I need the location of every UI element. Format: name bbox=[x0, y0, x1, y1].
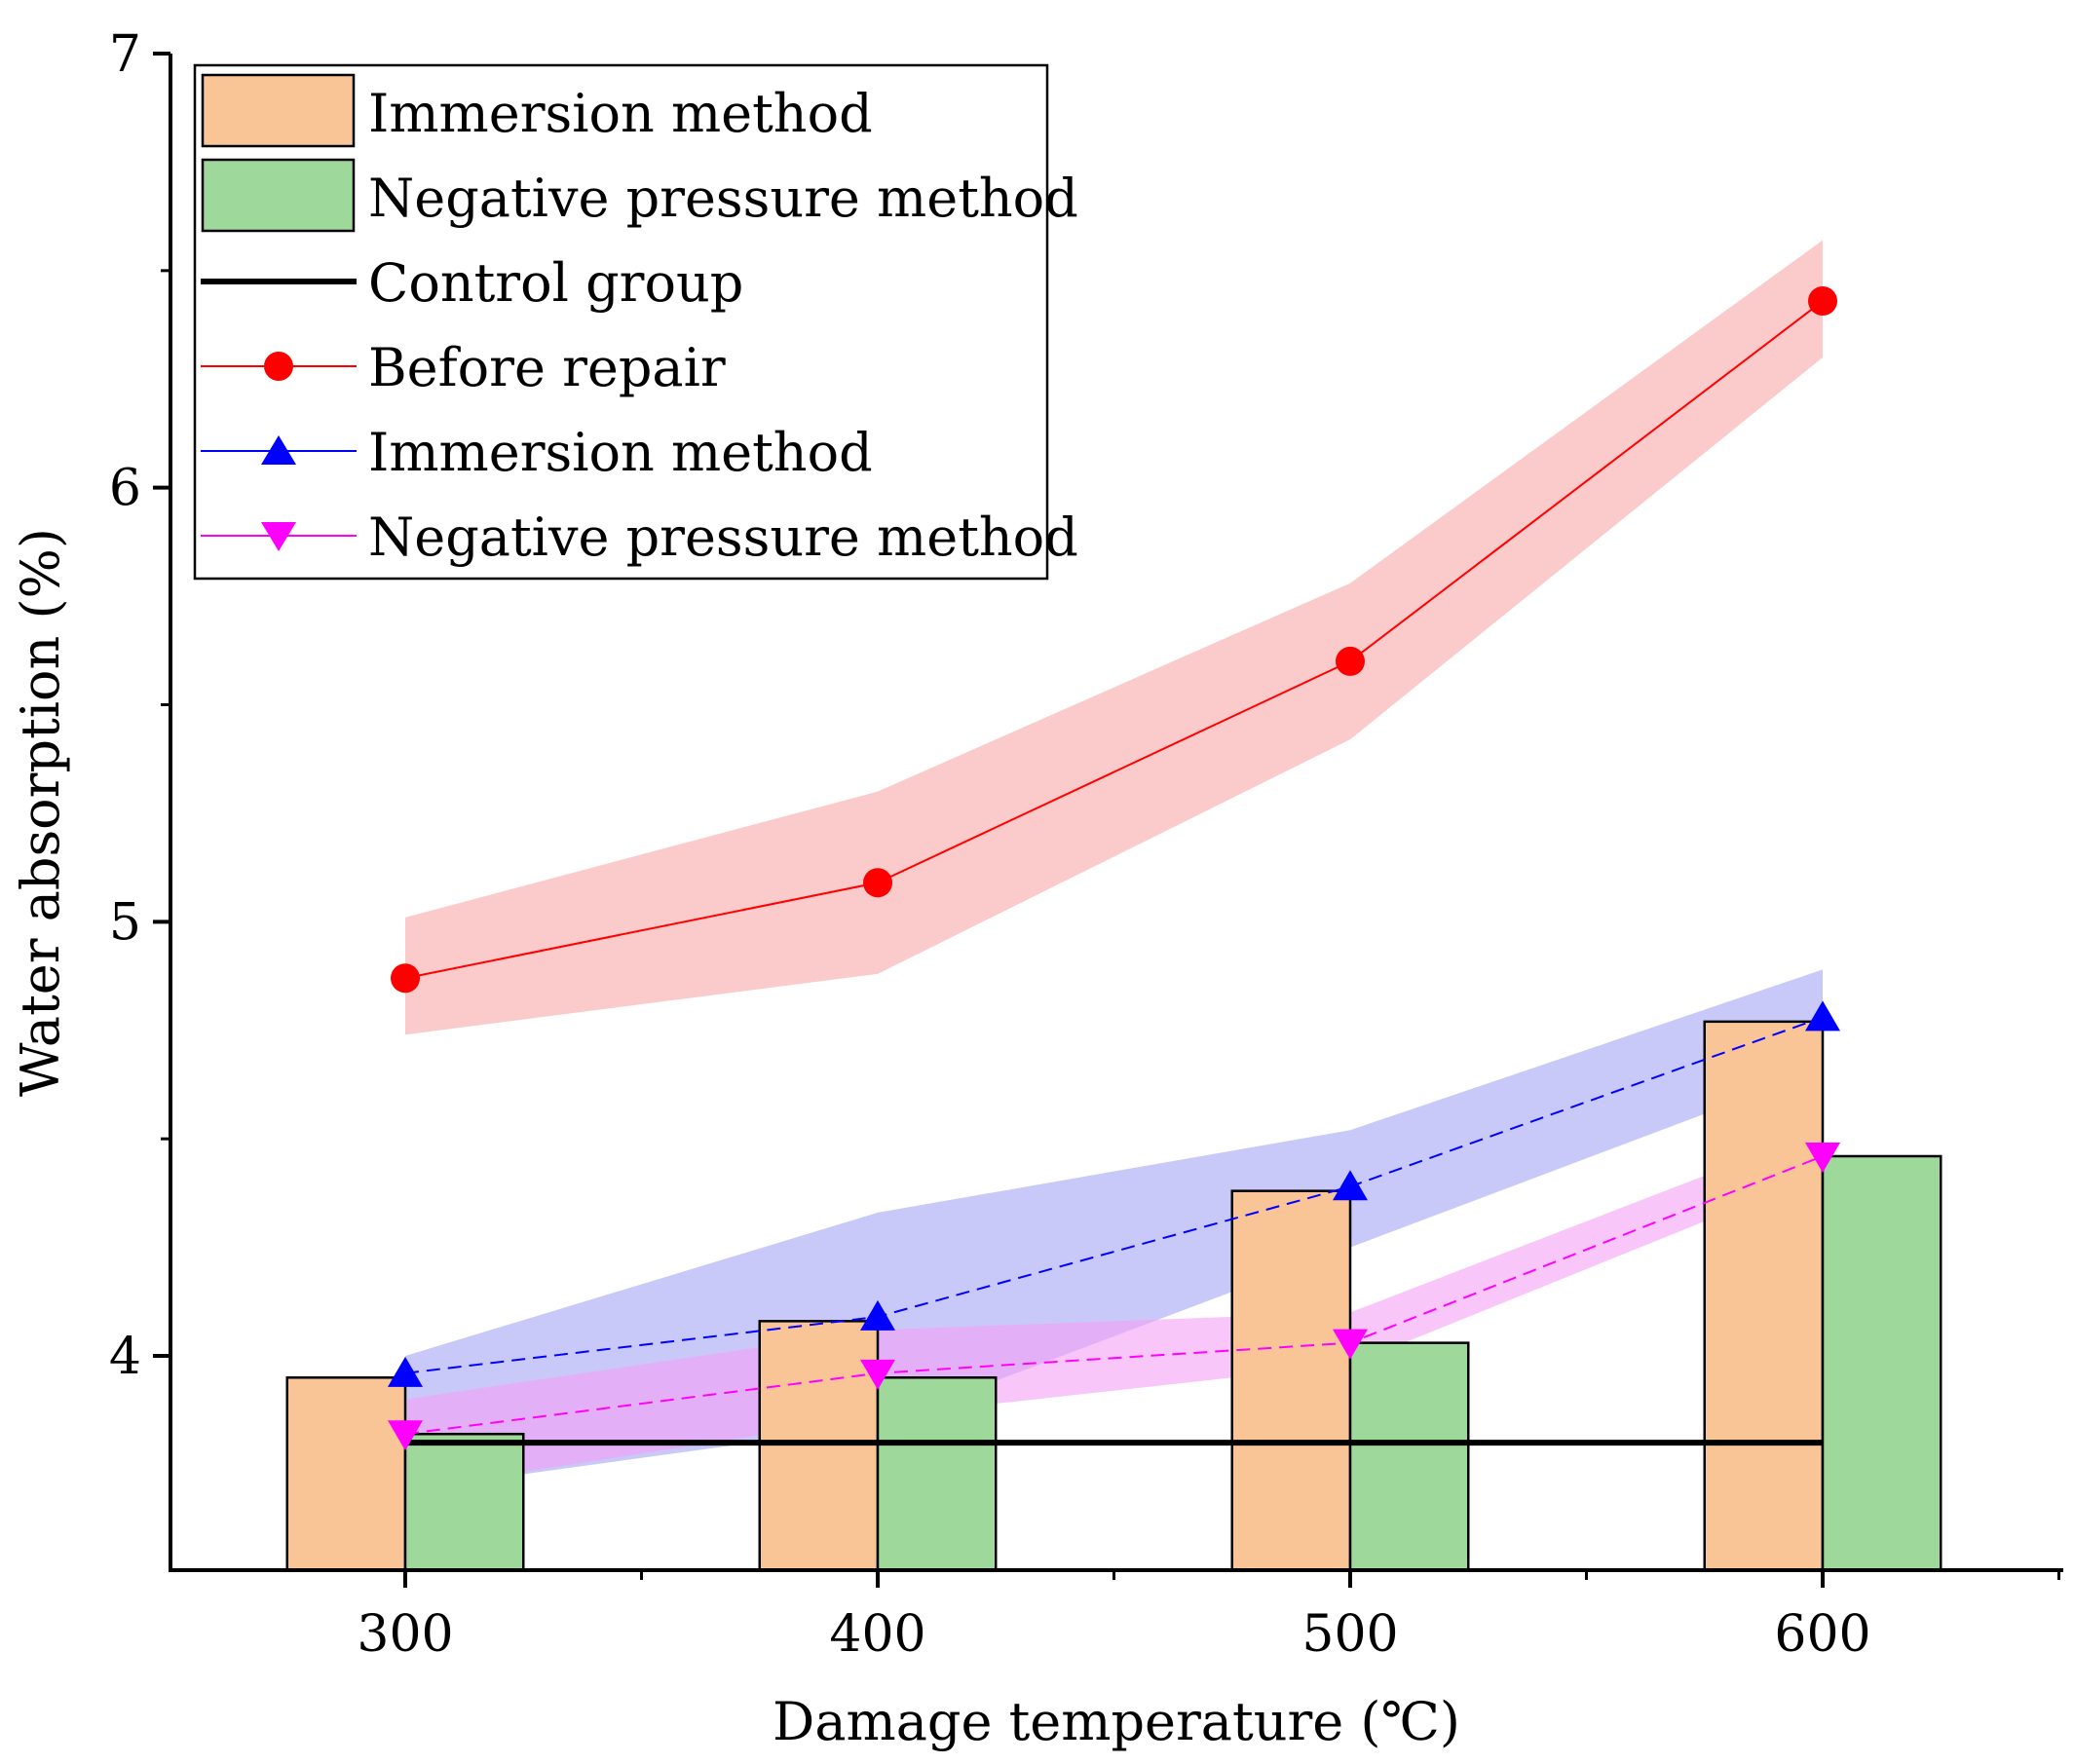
legend-label-line-negative-pressure: Negative pressure method bbox=[368, 507, 1078, 568]
x-ticks: 300 400 500 600 bbox=[357, 1570, 2060, 1664]
bar-negative-pressure-method-300 bbox=[403, 1432, 525, 1572]
marker-negative-pressure-method-400 bbox=[860, 1359, 895, 1390]
bar-immersion-method-400 bbox=[758, 1320, 880, 1572]
marker-before-repair-400 bbox=[863, 868, 892, 898]
marker-negative-pressure-method-300 bbox=[388, 1420, 423, 1451]
x-axis-title: Damage temperature (℃) bbox=[773, 1691, 1460, 1752]
legend-label-line-immersion: Immersion method bbox=[368, 422, 873, 483]
legend-marker-negative-pressure bbox=[261, 522, 296, 551]
legend-swatch-bar-immersion bbox=[201, 73, 356, 148]
marker-immersion-method-600 bbox=[1805, 1000, 1840, 1032]
x-tick-label-400: 400 bbox=[829, 1605, 925, 1664]
marker-immersion-method-300 bbox=[388, 1356, 423, 1387]
x-tick-label-600: 600 bbox=[1774, 1605, 1870, 1664]
bar-immersion-method-300 bbox=[285, 1376, 407, 1572]
legend-marker-immersion bbox=[261, 435, 296, 465]
legend-label-line-before-repair: Before repair bbox=[368, 337, 726, 398]
marker-before-repair-600 bbox=[1808, 286, 1837, 317]
marker-negative-pressure-method-600 bbox=[1805, 1142, 1840, 1173]
bar-immersion-method-600 bbox=[1703, 1020, 1825, 1572]
x-tick-label-300: 300 bbox=[357, 1605, 453, 1664]
marker-before-repair-500 bbox=[1336, 646, 1365, 676]
series-markers bbox=[388, 286, 1840, 1451]
legend-label-bar-negative-pressure: Negative pressure method bbox=[368, 168, 1078, 229]
line-immersion-method bbox=[404, 1016, 1824, 1374]
y-tick-label-5: 5 bbox=[109, 893, 141, 952]
bars bbox=[285, 1020, 1942, 1572]
band-before-repair bbox=[405, 240, 1823, 1035]
bar-negative-pressure-method-600 bbox=[1821, 1154, 1942, 1572]
y-axis-title: Water absorption (%) bbox=[10, 528, 71, 1097]
y-tick-label-6: 6 bbox=[109, 460, 141, 518]
bar-negative-pressure-method-400 bbox=[876, 1376, 998, 1572]
marker-immersion-method-400 bbox=[860, 1299, 895, 1331]
bar-negative-pressure-method-500 bbox=[1348, 1341, 1470, 1572]
legend-marker-before-repair bbox=[264, 352, 293, 381]
marker-before-repair-300 bbox=[391, 963, 420, 994]
y-ticks: 4 5 6 7 bbox=[109, 25, 170, 1386]
legend-swatch-bar-negative-pressure bbox=[201, 158, 356, 233]
y-tick-label-4: 4 bbox=[109, 1328, 141, 1386]
series-lines bbox=[404, 300, 1824, 1436]
legend-label-control-group: Control group bbox=[368, 252, 743, 314]
marker-negative-pressure-method-500 bbox=[1333, 1329, 1368, 1360]
line-negative-pressure-method bbox=[404, 1155, 1824, 1436]
legend-label-bar-immersion: Immersion method bbox=[368, 83, 873, 144]
bar-immersion-method-500 bbox=[1230, 1189, 1352, 1572]
axes: 4 5 6 7 300 400 500 600 bbox=[109, 25, 2063, 1664]
legend: Immersion method Negative pressure metho… bbox=[193, 63, 1078, 581]
y-tick-label-7: 7 bbox=[109, 25, 141, 84]
x-tick-label-500: 500 bbox=[1301, 1605, 1398, 1664]
legend-frame bbox=[193, 63, 1049, 581]
marker-immersion-method-500 bbox=[1333, 1170, 1368, 1201]
line-before-repair bbox=[404, 300, 1824, 980]
